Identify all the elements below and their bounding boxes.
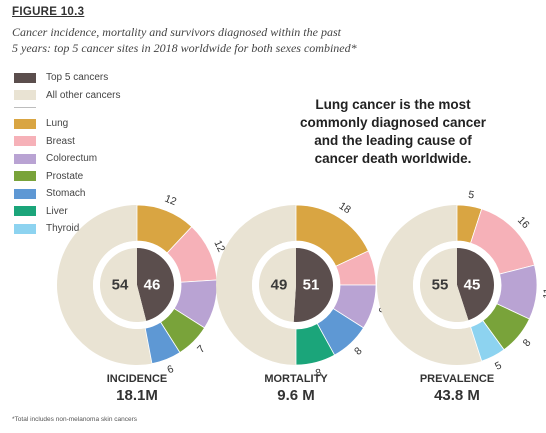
legend-swatch <box>14 136 36 147</box>
legend-swatch <box>14 72 36 83</box>
legend-item-thyroid: Thyroid <box>14 220 120 238</box>
legend-label: All other cancers <box>46 89 121 101</box>
outer-ring-other-segment <box>57 205 152 365</box>
legend-swatch <box>14 188 36 199</box>
legend-swatch <box>14 206 36 217</box>
legend-item-breast: Breast <box>14 133 120 151</box>
inner-other-value: 54 <box>112 277 129 294</box>
outer-segment-value-label: 5 <box>493 359 504 372</box>
donut-prevalence: 5 16 11 8 5 45 55 PREVALENCE 43.8 M <box>377 189 546 404</box>
legend-label: Breast <box>46 135 75 147</box>
legend-label: Thyroid <box>46 223 80 235</box>
inner-slice-other <box>100 248 147 322</box>
legend: Top 5 cancers All other cancers Lung Bre… <box>14 69 120 238</box>
outer-segment-value-label: 5 <box>467 189 475 202</box>
inner-slice-other <box>419 248 469 322</box>
callout-text: Lung cancer is the most commonly diagnos… <box>268 96 518 168</box>
legend-label: Liver <box>46 205 68 217</box>
legend-label: Colorectum <box>46 153 98 165</box>
legend-item-other: All other cancers <box>14 87 120 105</box>
chart-name: PREVALENCE <box>420 373 494 385</box>
outer-segment-value-label: 11 <box>541 287 546 299</box>
legend-label: Stomach <box>46 188 86 200</box>
legend-item-top5: Top 5 cancers <box>14 69 120 87</box>
legend-swatch <box>14 223 36 234</box>
legend-label: Prostate <box>46 170 84 182</box>
legend-item-liver: Liver <box>14 203 120 221</box>
callout-line-1: Lung cancer is the most <box>315 97 471 112</box>
inner-slice-other <box>258 248 296 322</box>
inner-top5-value: 45 <box>464 277 481 294</box>
legend-swatch <box>14 171 36 182</box>
chart-total: 18.1M <box>116 387 158 404</box>
callout-line-2: commonly diagnosed cancer <box>299 115 487 130</box>
subtitle-line-1: Cancer incidence, mortality and survivor… <box>12 25 341 39</box>
outer-ring-other-segment <box>216 205 296 365</box>
outer-segment-value-label: 8 <box>314 367 323 380</box>
legend-swatch <box>14 118 36 129</box>
outer-ring-other-segment <box>377 205 482 365</box>
callout-line-3: and the leading cause of <box>314 133 472 148</box>
outer-segment-value-label: 12 <box>163 193 178 209</box>
outer-segment-value-label: 16 <box>515 214 532 231</box>
inner-slice-top5 <box>293 248 333 322</box>
legend-divider <box>14 107 36 108</box>
outer-segment-value-label: 6 <box>166 363 176 376</box>
chart-name: MORTALITY <box>264 373 328 385</box>
chart-total: 9.6 M <box>277 387 315 404</box>
legend-label: Top 5 cancers <box>46 72 109 84</box>
outer-segment-value-label: 8 <box>521 337 534 349</box>
outer-segment-value-label: 12 <box>211 238 227 254</box>
inner-slice-top5 <box>137 248 175 321</box>
legend-item-stomach: Stomach <box>14 185 120 203</box>
outer-segment-value-label: 7 <box>195 343 208 356</box>
chart-total: 43.8 M <box>434 387 480 404</box>
outer-segment-value-label: 8 <box>352 345 365 358</box>
figure-label: FIGURE 10.3 <box>12 6 85 18</box>
legend-item-lung: Lung <box>14 115 120 133</box>
inner-other-value: 49 <box>271 277 288 294</box>
outer-segment-value-label: 18 <box>337 200 353 216</box>
donut-mortality: 1879885149MORTALITY9.6 M <box>216 200 391 404</box>
legend-swatch <box>14 153 36 164</box>
legend-swatch <box>14 90 36 101</box>
inner-slice-top5 <box>457 248 494 321</box>
subtitle-line-2: 5 years: top 5 cancer sites in 2018 worl… <box>12 41 357 55</box>
inner-other-value: 55 <box>432 277 449 294</box>
donut-incidence: 121210764654INCIDENCE18.1M <box>57 193 232 404</box>
chart-subtitle: Cancer incidence, mortality and survivor… <box>12 24 532 56</box>
legend-label: Lung <box>46 118 69 130</box>
callout-line-4: cancer death worldwide. <box>314 151 472 166</box>
legend-item-prostate: Prostate <box>14 168 120 186</box>
chart-name: INCIDENCE <box>107 373 168 385</box>
footnote: *Total includes non-melanoma skin cancer… <box>12 416 138 423</box>
inner-top5-value: 46 <box>144 277 161 294</box>
inner-top5-value: 51 <box>303 277 320 294</box>
legend-item-colorectum: Colorectum <box>14 150 120 168</box>
